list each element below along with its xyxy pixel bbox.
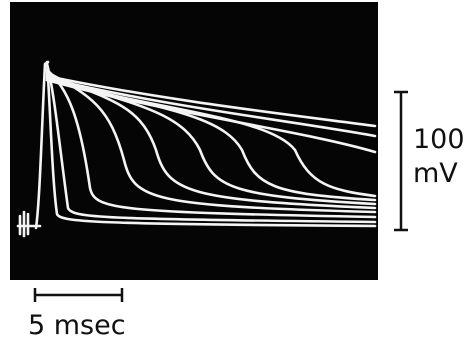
figure: 100 mV 5 msec [0,0,476,343]
horizontal-scale-bar [35,288,122,302]
scale-value-label: 100 [413,124,465,155]
scale-unit-label: mV [413,158,458,189]
time-scale-label: 5 msec [28,310,126,341]
page: 100 mV 5 msec (() => { const data = JSON… [0,0,476,343]
vertical-scale-bar [394,92,408,230]
